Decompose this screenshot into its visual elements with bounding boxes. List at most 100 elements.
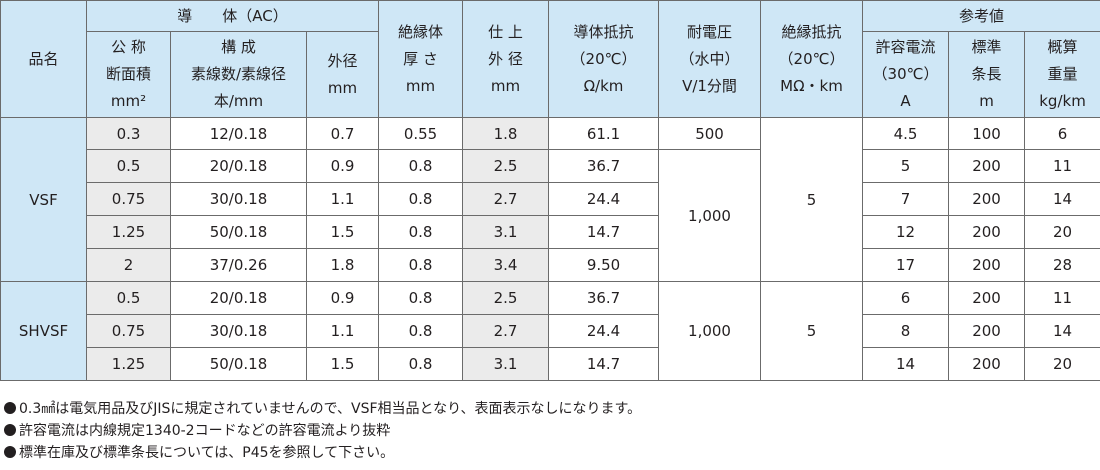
cell-resistance: 14.7 — [548, 215, 660, 249]
cell-current: 17 — [862, 248, 950, 282]
cell-current: 12 — [862, 215, 950, 249]
cell-strands: 12/0.18 — [170, 117, 307, 150]
bullet-icon — [4, 402, 16, 414]
header-conductor-od: 外径 mm — [305, 31, 380, 118]
cell-weight: 11 — [1024, 149, 1100, 183]
cell-resistance: 9.50 — [548, 248, 660, 282]
cell-resistance: 36.7 — [548, 149, 660, 183]
product-name-vsf: VSF — [0, 117, 87, 282]
cell-strands: 50/0.18 — [170, 215, 307, 249]
header-withstand: 耐電圧 （水中） V/1分間 — [658, 0, 762, 118]
cell-strands: 37/0.26 — [170, 248, 307, 282]
table-row: VSF 0.3 12/0.18 0.7 0.55 1.8 61.1 500 5 … — [0, 117, 1100, 282]
cell-current: 6 — [862, 281, 950, 315]
table-row: 0.5 20/0.18 0.9 0.8 2.5 36.7 1,000 5 200… — [1, 149, 1100, 282]
header-conductor-area: 公 称断面積 mm² — [86, 31, 171, 118]
cell-current: 14 — [862, 347, 950, 381]
table-row: 0.75 30/0.18 1.1 0.8 2.7 24.4 8 200 14 — [1, 314, 1100, 348]
table-row: 1.25 50/0.18 1.5 0.8 3.1 14.7 12 200 20 — [1, 215, 1100, 249]
table-row: 1.25 50/0.18 1.5 0.8 3.1 14.7 14 200 20 — [1, 347, 1100, 381]
cell-area: 1.25 — [86, 215, 171, 249]
cell-weight: 14 — [1024, 182, 1100, 216]
cell-length: 200 — [948, 347, 1026, 381]
cell-area: 2 — [86, 248, 171, 282]
cell-weight: 20 — [1024, 215, 1100, 249]
note-item: 標準在庫及び標準条長については、P45を参照して下さい。 — [4, 442, 641, 464]
cell-area: 0.5 — [86, 281, 171, 315]
cell-withstand: 500 — [658, 117, 762, 150]
cell-resistance: 24.4 — [548, 314, 660, 348]
header-insul-resistance: 絶縁抵抗 （20℃） MΩ・km — [760, 0, 864, 118]
header-finish: 仕 上外 径 mm — [462, 0, 550, 118]
cell-area: 0.75 — [86, 182, 171, 216]
cell-insulation: 0.8 — [378, 314, 464, 348]
cell-strands: 30/0.18 — [170, 182, 307, 216]
cell-resistance: 14.7 — [548, 347, 660, 381]
cell-od: 0.9 — [305, 281, 380, 315]
product-name-shvsf: SHVSF — [0, 281, 87, 381]
cell-length: 100 — [948, 117, 1026, 150]
cell-insulation: 0.55 — [378, 117, 464, 150]
cell-od: 1.5 — [305, 347, 380, 381]
table-row: SHVSF 0.5 20/0.18 0.9 0.8 2.5 36.7 1,000… — [0, 281, 1100, 381]
cell-finish: 2.7 — [462, 182, 550, 216]
cell-withstand: 1,000 — [658, 149, 762, 282]
cell-insul-resistance: 5 — [760, 117, 864, 282]
note-text: 標準在庫及び標準条長については、P45を参照して下さい。 — [19, 445, 395, 461]
cell-weight: 6 — [1024, 117, 1100, 150]
cell-finish: 1.8 — [462, 117, 550, 150]
cell-finish: 2.5 — [462, 149, 550, 183]
cell-insulation: 0.8 — [378, 182, 464, 216]
note-text: 許容電流は内線規定1340-2コードなどの許容電流より抜粋 — [19, 423, 391, 439]
cell-weight: 14 — [1024, 314, 1100, 348]
cell-current: 5 — [862, 149, 950, 183]
table-row: 2 37/0.26 1.8 0.8 3.4 9.50 17 200 28 — [1, 248, 1100, 282]
cell-length: 200 — [948, 281, 1026, 315]
cell-finish: 3.1 — [462, 215, 550, 249]
cell-area: 0.75 — [86, 314, 171, 348]
cell-od: 1.1 — [305, 314, 380, 348]
cell-weight: 11 — [1024, 281, 1100, 315]
cell-current: 7 — [862, 182, 950, 216]
cell-insulation: 0.8 — [378, 248, 464, 282]
cell-od: 1.8 — [305, 248, 380, 282]
cell-insulation: 0.8 — [378, 347, 464, 381]
cell-weight: 20 — [1024, 347, 1100, 381]
note-text: 0.3㎟は電気用品及びJISに規定されていませんので、VSF相当品となり、表面表… — [19, 401, 642, 417]
cell-area: 0.3 — [86, 117, 171, 150]
header-hinmei: 品名 — [0, 0, 87, 118]
cell-finish: 2.5 — [462, 281, 550, 315]
cell-od: 1.1 — [305, 182, 380, 216]
cable-spec-table: 品名 導 体（AC） 絶縁体厚 さ mm 仕 上外 径 mm 導体抵抗 （20℃） Ω/… — [0, 0, 1100, 381]
header-length: 標準 条長 m — [948, 31, 1026, 118]
header-conductor-strands: 構 成素線数/素線径 本/mm — [170, 31, 307, 118]
bullet-icon — [4, 446, 16, 458]
bullet-icon — [4, 424, 16, 436]
cell-length: 200 — [948, 314, 1026, 348]
cell-od: 0.9 — [305, 149, 380, 183]
cell-length: 200 — [948, 215, 1026, 249]
cell-insulation: 0.8 — [378, 281, 464, 315]
cell-od: 0.7 — [305, 117, 380, 150]
cell-length: 200 — [948, 182, 1026, 216]
note-item: 許容電流は内線規定1340-2コードなどの許容電流より抜粋 — [4, 420, 641, 442]
cell-strands: 20/0.18 — [170, 281, 307, 315]
cell-od: 1.5 — [305, 215, 380, 249]
cell-insulation: 0.8 — [378, 215, 464, 249]
cell-length: 200 — [948, 149, 1026, 183]
header-weight: 概算 重量 kg/km — [1024, 31, 1100, 118]
cell-finish: 3.1 — [462, 347, 550, 381]
cell-finish: 2.7 — [462, 314, 550, 348]
header-current: 許容電流 （30℃） A — [862, 31, 950, 118]
header-conductor: 導 体（AC） — [85, 0, 380, 32]
cell-finish: 3.4 — [462, 248, 550, 282]
cell-insul-resistance: 5 — [760, 281, 864, 381]
table-row: 0.75 30/0.18 1.1 0.8 2.7 24.4 7 200 14 — [1, 182, 1100, 216]
cell-withstand: 1,000 — [658, 281, 762, 381]
cell-strands: 30/0.18 — [170, 314, 307, 348]
cell-current: 4.5 — [862, 117, 950, 150]
cell-resistance: 61.1 — [548, 117, 660, 150]
header-resistance: 導体抵抗 （20℃） Ω/km — [548, 0, 660, 118]
cell-resistance: 24.4 — [548, 182, 660, 216]
header-insulation: 絶縁体厚 さ mm — [378, 0, 464, 118]
